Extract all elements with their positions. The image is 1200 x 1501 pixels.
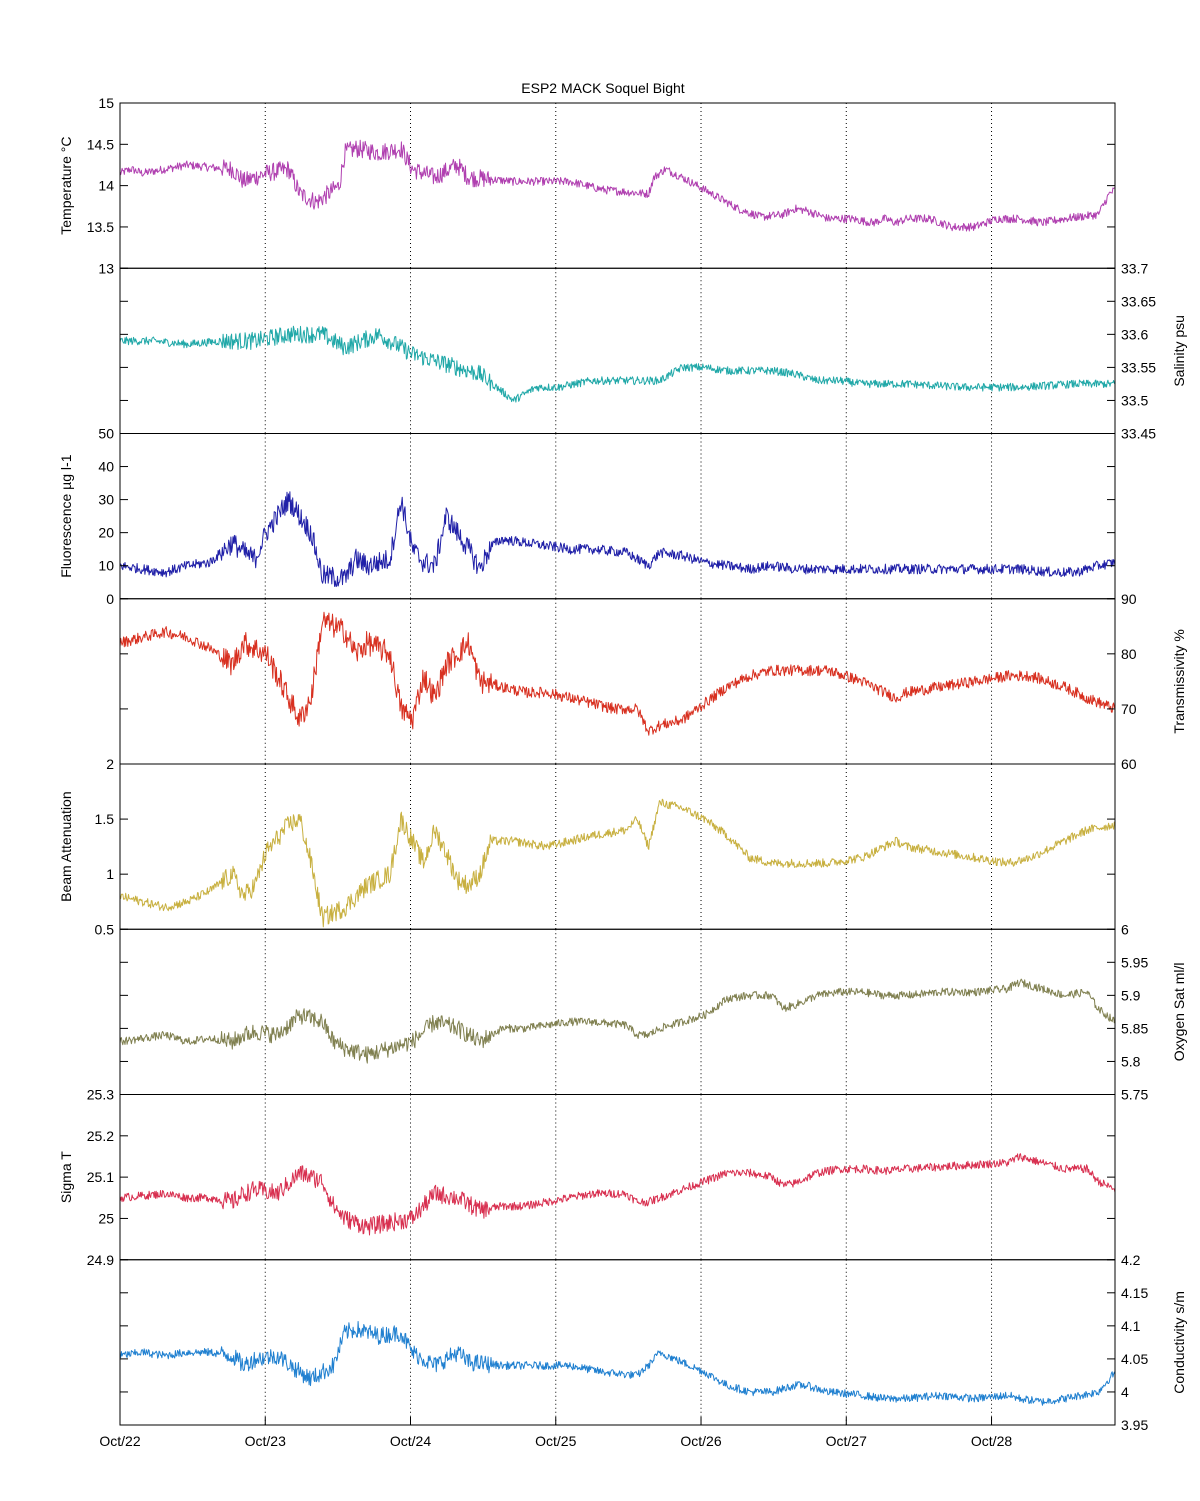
- panel-conductivity: 3.95 4 4.05 4.1 4.15 4.2 Conductivity s/m: [119, 1252, 1187, 1433]
- series-line-transmissivity: [119, 611, 1116, 736]
- y-tick-label: 33.45: [1121, 426, 1156, 442]
- y-tick-label: 3.95: [1121, 1417, 1148, 1433]
- y-axis-label: Temperature °C: [58, 137, 74, 235]
- series-line-conductivity: [119, 1321, 1116, 1406]
- x-tick-label: Oct/23: [245, 1433, 286, 1449]
- panel-transmissivity: 60 70 80 90 Transmissivity %: [119, 591, 1187, 772]
- y-tick-label: 30: [98, 492, 114, 508]
- y-tick-label: 0: [106, 591, 114, 607]
- y-tick-label: 1: [106, 866, 114, 882]
- y-tick-label: 4: [1121, 1384, 1129, 1400]
- y-tick-label: 2: [106, 756, 114, 772]
- y-tick-label: 14.5: [87, 136, 114, 152]
- y-tick-label: 50: [98, 426, 114, 442]
- y-tick-label: 14: [98, 178, 114, 194]
- y-tick-label: 33.65: [1121, 293, 1156, 309]
- y-tick-label: 80: [1121, 646, 1137, 662]
- series-line-fluorescence: [119, 491, 1116, 588]
- y-tick-label: 25.3: [87, 1087, 114, 1103]
- panel-temperature: 13 13.5 14 14.5 15 Temperature °C: [58, 95, 1116, 276]
- y-tick-label: 20: [98, 525, 114, 541]
- y-tick-label: 4.2: [1121, 1252, 1141, 1268]
- y-tick-label: 33.6: [1121, 326, 1148, 342]
- y-axis-label: Sigma T: [58, 1151, 74, 1203]
- y-tick-label: 5.85: [1121, 1020, 1148, 1036]
- y-tick-label: 70: [1121, 701, 1137, 717]
- y-tick-label: 4.1: [1121, 1318, 1141, 1334]
- x-tick-label: Oct/27: [826, 1433, 867, 1449]
- y-tick-label: 10: [98, 558, 114, 574]
- y-tick-label: 4.05: [1121, 1351, 1148, 1367]
- y-tick-label: 5.95: [1121, 954, 1148, 970]
- x-tick-label: Oct/28: [971, 1433, 1012, 1449]
- y-tick-label: 0.5: [95, 921, 115, 937]
- y-axis-label: Fluorescence µg l-1: [58, 454, 74, 577]
- panel-frame: [119, 267, 1116, 434]
- y-tick-label: 13.5: [87, 219, 114, 235]
- y-tick-label: 25.1: [87, 1169, 114, 1185]
- x-axis: Oct/22 Oct/23 Oct/24 Oct/25 Oct/26 Oct/27 Oct/…: [99, 1417, 1012, 1449]
- panel-frame: [119, 1094, 1116, 1261]
- series-line-temperature: [119, 139, 1116, 232]
- x-tick-label: Oct/25: [535, 1433, 576, 1449]
- panel-frame: [119, 1259, 1116, 1426]
- panel-beam-attenuation: 0.5 1 1.5 2 Beam Attenuation: [58, 756, 1116, 937]
- panel-sigma-t: 24.9 25 25.1 25.2 25.3 Sigma T: [58, 1087, 1116, 1268]
- y-axis-label: Conductivity s/m: [1171, 1291, 1187, 1394]
- panel-frame: [119, 928, 1116, 1095]
- y-tick-label: 15: [98, 95, 114, 111]
- y-tick-label: 5.9: [1121, 987, 1141, 1003]
- y-tick-label: 60: [1121, 756, 1137, 772]
- y-tick-label: 1.5: [95, 811, 115, 827]
- y-tick-label: 40: [98, 459, 114, 475]
- panel-frame: [119, 433, 1116, 600]
- y-tick-label: 24.9: [87, 1252, 114, 1268]
- series-line-oxygen-sat: [119, 978, 1116, 1064]
- x-tick-label: Oct/26: [680, 1433, 721, 1449]
- panel-salinity: 33.45 33.5 33.55 33.6 33.65 33.7 Salinity psu: [119, 260, 1187, 442]
- y-tick-label: 25.2: [87, 1128, 114, 1144]
- y-tick-label: 33.5: [1121, 392, 1148, 408]
- y-tick-label: 5.8: [1121, 1053, 1141, 1069]
- series-line-beam-attenuation: [119, 798, 1116, 928]
- y-tick-label: 25: [98, 1210, 114, 1226]
- panel-frame: [119, 102, 1116, 269]
- y-axis-label: Salinity psu: [1171, 315, 1187, 387]
- series-line-sigma-t: [119, 1153, 1116, 1236]
- y-tick-label: 4.15: [1121, 1285, 1148, 1301]
- x-tick-label: Oct/22: [99, 1433, 140, 1449]
- y-tick-label: 13: [98, 260, 114, 276]
- y-tick-label: 90: [1121, 591, 1137, 607]
- y-tick-label: 33.55: [1121, 359, 1156, 375]
- y-tick-label: 6: [1121, 921, 1129, 937]
- panel-fluorescence: 0 10 20 30 40 50 Fluorescence µg l-1: [58, 426, 1116, 607]
- y-tick-label: 33.7: [1121, 260, 1148, 276]
- y-tick-label: 5.75: [1121, 1087, 1148, 1103]
- y-axis-label: Oxygen Sat ml/l: [1171, 962, 1187, 1061]
- y-axis-label: Transmissivity %: [1171, 629, 1187, 734]
- series-line-salinity: [119, 325, 1116, 403]
- y-axis-label: Beam Attenuation: [58, 791, 74, 902]
- panel-oxygen-sat: 5.75 5.8 5.85 5.9 5.95 6 Oxygen Sat ml/l: [119, 921, 1187, 1103]
- x-tick-label: Oct/24: [390, 1433, 431, 1449]
- chart-title: ESP2 MACK Soquel Bight: [521, 80, 685, 96]
